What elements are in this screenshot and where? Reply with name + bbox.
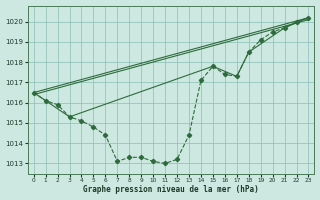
X-axis label: Graphe pression niveau de la mer (hPa): Graphe pression niveau de la mer (hPa) (83, 185, 259, 194)
